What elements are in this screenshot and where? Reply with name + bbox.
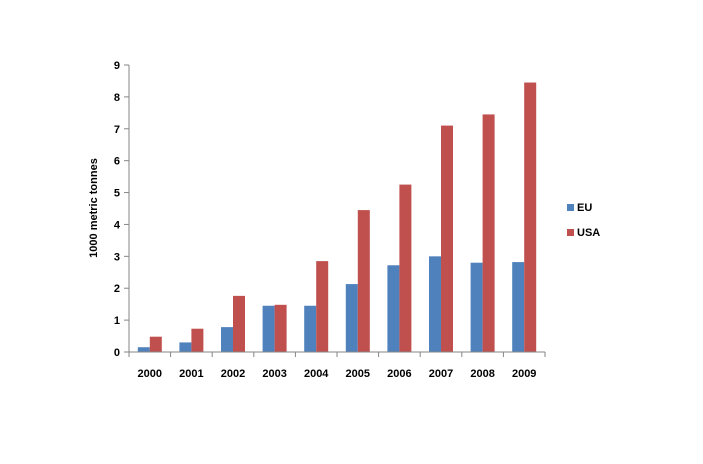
bar-eu-2002 — [221, 327, 233, 352]
bar-eu-2001 — [179, 342, 192, 352]
series-usa — [149, 82, 537, 353]
x-tick-label: 2008 — [470, 368, 494, 380]
legend-label: EU — [577, 202, 592, 214]
x-tick-label: 2001 — [179, 368, 203, 380]
bar-usa-2003 — [274, 304, 287, 352]
bar-eu-2004 — [304, 305, 317, 352]
legend-item-eu: EU — [567, 202, 592, 214]
bar-usa-2000 — [149, 336, 162, 352]
y-tick-label: 1 — [114, 315, 120, 327]
y-tick-label: 2 — [114, 283, 120, 295]
bar-usa-2009 — [524, 82, 537, 353]
bar-usa-2004 — [316, 261, 329, 352]
bar-usa-2002 — [233, 295, 245, 352]
legend-label: USA — [577, 227, 600, 239]
bar-usa-2007 — [441, 125, 453, 352]
bar-eu-2000 — [137, 347, 150, 352]
x-tick-labels: 2000 2001 2002 2003 2004 2005 2006 2007 2008 2009 — [138, 368, 537, 380]
y-axis-title: 1000 metric tonnes — [88, 158, 100, 258]
axes-layer — [124, 64, 546, 357]
bar-eu-2003 — [262, 305, 275, 352]
x-tick-label: 2002 — [221, 368, 245, 380]
bar-usa-2008 — [482, 114, 495, 352]
bar-usa-2005 — [357, 210, 370, 352]
legend-item-usa: USA — [567, 227, 600, 239]
y-tick-label: 9 — [114, 60, 120, 72]
bar-eu-2008 — [470, 262, 483, 352]
bar-usa-2001 — [191, 328, 204, 352]
y-tick-label: 6 — [114, 156, 120, 168]
bars-layer — [137, 82, 537, 353]
x-tick-label: 2000 — [138, 368, 162, 380]
legend: EU USA — [567, 202, 600, 239]
y-tick-label: 8 — [114, 92, 120, 104]
legend-swatch — [567, 204, 574, 211]
series-eu — [137, 256, 525, 352]
x-tick-label: 2007 — [429, 368, 453, 380]
x-tick-label: 2004 — [304, 368, 329, 380]
bar-eu-2005 — [345, 284, 358, 352]
x-tick-label: 2005 — [346, 368, 370, 380]
legend-swatch — [567, 229, 574, 236]
bar-usa-2006 — [399, 184, 412, 352]
y-tick-label: 4 — [114, 219, 121, 231]
y-tick-label: 5 — [114, 188, 120, 200]
x-tick-label: 2003 — [262, 368, 286, 380]
x-tick-label: 2006 — [387, 368, 411, 380]
y-tick-label: 0 — [114, 347, 120, 359]
y-tick-label: 3 — [114, 251, 120, 263]
y-tick-label: 7 — [114, 124, 120, 136]
bar-eu-2007 — [429, 256, 441, 352]
bar-eu-2009 — [512, 262, 525, 352]
y-tick-labels: 0 1 2 3 4 5 6 7 8 9 — [114, 60, 121, 359]
bar-eu-2006 — [387, 265, 400, 352]
x-tick-label: 2009 — [512, 368, 536, 380]
